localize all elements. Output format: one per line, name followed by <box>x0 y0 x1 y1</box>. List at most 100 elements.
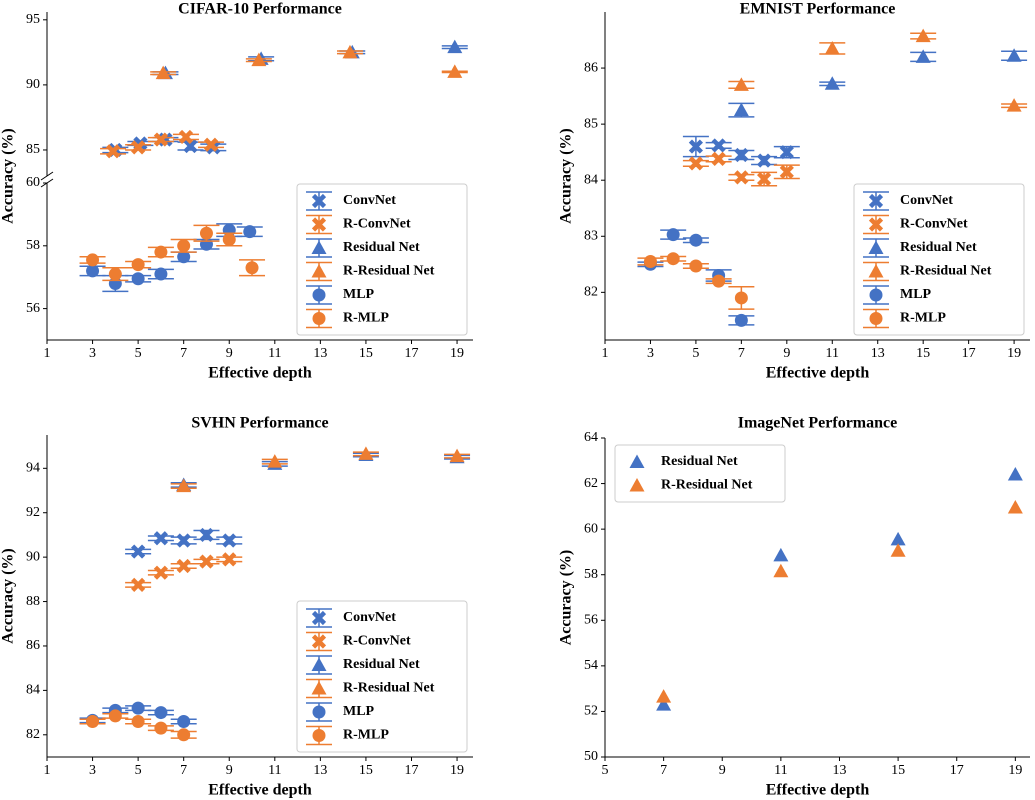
marker <box>342 44 358 59</box>
x-axis-label: Effective depth <box>766 782 870 799</box>
legend-label: Residual Net <box>343 657 420 672</box>
marker <box>643 255 657 269</box>
y-tick-label: 56 <box>26 301 40 316</box>
y-tick-label: 95 <box>26 12 40 27</box>
legend-marker <box>312 705 326 719</box>
y-tick-label: 62 <box>584 476 598 491</box>
x-tick-label: 15 <box>359 763 373 778</box>
legend-label: Residual Net <box>661 454 738 469</box>
legend-marker <box>311 217 327 232</box>
x-tick-label: 17 <box>950 763 964 778</box>
marker <box>733 77 749 91</box>
marker <box>131 701 145 715</box>
marker <box>267 454 283 468</box>
y-tick-label: 58 <box>26 238 40 253</box>
marker <box>199 226 213 240</box>
legend-box <box>296 183 468 336</box>
marker <box>176 533 191 548</box>
axis-break <box>40 171 54 181</box>
legend-marker <box>311 681 327 695</box>
marker <box>177 250 191 264</box>
marker <box>779 164 794 179</box>
y-tick-label: 52 <box>584 704 598 719</box>
x-tick-label: 7 <box>180 763 187 778</box>
x-tick-label: 19 <box>450 346 464 361</box>
chart-title: EMNIST Performance <box>740 1 896 18</box>
marker <box>666 228 680 242</box>
y-axis-label: Accuracy (%) <box>0 128 17 224</box>
legend-marker <box>868 264 884 278</box>
legend-box <box>614 444 786 503</box>
x-tick-label: 7 <box>660 763 667 778</box>
legend-marker <box>311 634 327 649</box>
y-tick-label: 82 <box>584 285 598 300</box>
marker <box>222 533 237 548</box>
legend-label: MLP <box>343 704 375 719</box>
marker <box>154 721 168 735</box>
marker <box>131 272 145 286</box>
marker <box>155 65 171 80</box>
marker <box>689 233 703 247</box>
marker <box>734 313 748 327</box>
marker <box>108 267 122 281</box>
x-tick-label: 15 <box>359 346 373 361</box>
legend-marker <box>311 193 327 209</box>
y-tick-label: 50 <box>584 749 598 764</box>
legend-marker <box>312 312 326 325</box>
marker <box>689 259 703 273</box>
marker <box>711 138 726 153</box>
marker <box>358 446 374 460</box>
x-tick-label: 9 <box>783 346 790 361</box>
x-tick-label: 9 <box>226 346 233 361</box>
marker <box>203 137 219 152</box>
x-tick-label: 5 <box>135 763 142 778</box>
marker <box>178 129 194 145</box>
legend-marker <box>311 657 327 671</box>
marker <box>666 252 680 266</box>
marker <box>154 706 168 720</box>
marker <box>154 245 168 259</box>
x-tick-label: 19 <box>450 763 464 778</box>
marker <box>915 49 931 63</box>
legend-marker <box>868 193 884 209</box>
legend-label: ConvNet <box>343 193 396 208</box>
x-tick-label: 3 <box>89 346 96 361</box>
y-tick-label: 64 <box>584 430 598 445</box>
x-tick-label: 19 <box>1008 763 1022 778</box>
x-tick-label: 17 <box>962 346 976 361</box>
legend-label: R-Residual Net <box>900 264 992 279</box>
y-tick-label: 82 <box>26 727 40 742</box>
y-tick-label: 60 <box>26 175 40 190</box>
marker <box>824 40 840 55</box>
marker <box>199 527 214 543</box>
legend-marker <box>312 288 326 302</box>
y-tick-label: 85 <box>26 142 40 157</box>
marker <box>131 258 145 272</box>
marker <box>734 147 749 163</box>
marker <box>1007 499 1023 514</box>
x-tick-label: 5 <box>135 346 142 361</box>
legend-marker <box>311 240 327 254</box>
legend-label: R-Residual Net <box>343 681 435 696</box>
marker <box>86 253 100 267</box>
legend-box <box>853 183 1025 336</box>
marker <box>86 264 100 278</box>
legend-label: Residual Net <box>900 240 977 255</box>
marker <box>131 714 145 728</box>
x-tick-label: 5 <box>602 763 609 778</box>
marker <box>176 478 192 493</box>
legend-label: ConvNet <box>900 193 953 208</box>
y-axis-label: Accuracy (%) <box>558 128 575 224</box>
y-tick-label: 54 <box>584 658 598 673</box>
marker <box>1006 48 1022 62</box>
x-tick-label: 1 <box>44 763 51 778</box>
marker <box>131 544 146 559</box>
x-tick-label: 13 <box>313 346 327 361</box>
marker <box>711 151 726 166</box>
marker <box>108 709 122 723</box>
legend-marker <box>629 478 645 492</box>
y-tick-label: 85 <box>584 116 598 131</box>
y-tick-label: 88 <box>26 594 40 609</box>
marker <box>890 543 906 557</box>
